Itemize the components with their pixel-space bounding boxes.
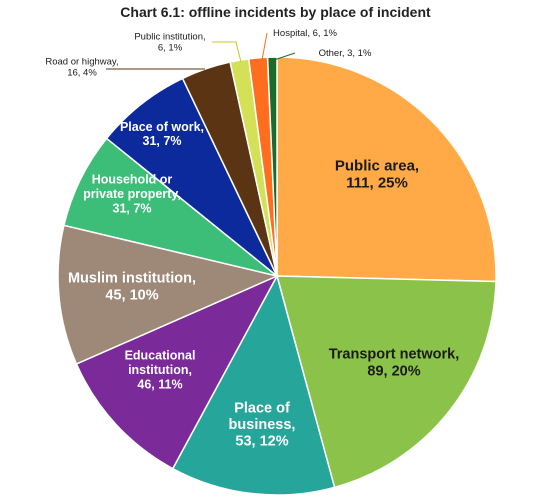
pie-slice-educational-institution: [75, 274, 279, 470]
pie-slice-muslim-institution: [57, 224, 280, 365]
data-label: Muslim institution, 45, 10%: [68, 270, 196, 303]
data-label: Household or private property, 31, 7%: [83, 173, 181, 216]
pie-slice-other: [266, 56, 278, 277]
data-label: Hospital, 6, 1%: [273, 28, 337, 39]
leader-line: [212, 41, 242, 63]
data-label: Road or highway, 16, 4%: [45, 56, 118, 78]
data-label: Public institution, 6, 1%: [134, 31, 205, 53]
data-label: Transport network, 89, 20%: [329, 346, 460, 379]
data-label: Place of business, 53, 12%: [229, 400, 296, 449]
pie-slice-place-of-business: [171, 273, 336, 496]
pie-slice-transport-network: [276, 275, 497, 489]
leader-line: [261, 32, 268, 61]
data-label: Public area, 111, 25%: [335, 157, 419, 191]
data-label: Educational institution, 46, 11%: [125, 349, 196, 392]
chart-title: Chart 6.1: offline incidents by place of…: [120, 4, 431, 20]
data-label: Other, 3, 1%: [319, 48, 372, 59]
pie-slice-public-area: [276, 56, 497, 283]
leader-line: [273, 52, 296, 61]
data-label: Place of work, 31, 7%: [120, 120, 204, 148]
